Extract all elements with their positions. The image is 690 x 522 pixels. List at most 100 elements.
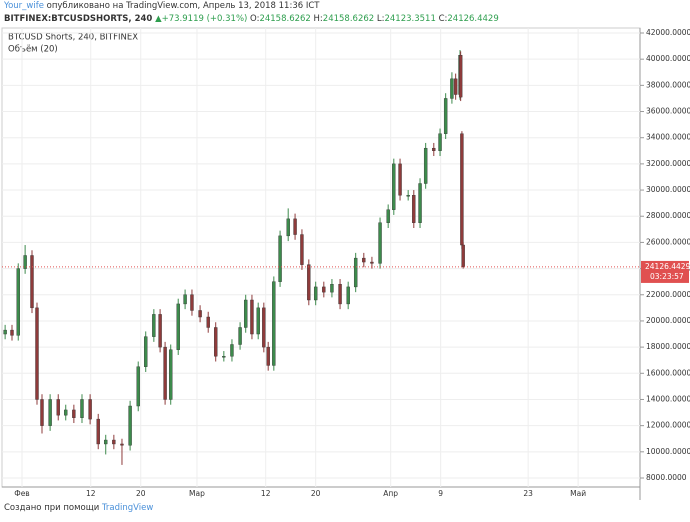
candle-body: [23, 255, 27, 269]
y-tick-label: 34000.0000: [646, 133, 690, 142]
y-tick-label: 16000.0000: [646, 368, 690, 377]
footer-text: Создано при помощи: [4, 503, 100, 513]
x-tick-label: 20: [311, 489, 321, 498]
x-tick-label: 12: [261, 489, 271, 498]
y-tick-label: 38000.0000: [646, 80, 690, 89]
candle-body: [158, 314, 162, 348]
chart-title: BTCUSD Shorts, 240, BITFINEX: [8, 33, 138, 43]
change: +73.9119 (+0.31%): [161, 14, 248, 24]
arrow: ▲: [155, 14, 162, 24]
y-tick-label: 10000.0000: [646, 447, 690, 456]
candle-body: [206, 316, 210, 328]
candle-body: [80, 399, 84, 418]
candle-body: [453, 78, 458, 95]
candle-body: [112, 439, 116, 445]
c-label: C:: [438, 14, 448, 24]
candle-body: [128, 405, 132, 446]
symbol: BITFINEX:BTCUSDSHORTS, 240: [4, 14, 153, 24]
candle-body: [3, 329, 7, 335]
y-tick-label: 14000.0000: [646, 394, 690, 403]
candle-body: [262, 307, 266, 348]
y-tick-label: 40000.0000: [646, 54, 690, 63]
candle-body: [423, 147, 428, 184]
y-tick-label: 30000.0000: [646, 185, 690, 194]
y-tick-label: 36000.0000: [646, 107, 690, 116]
candle-body: [278, 235, 282, 282]
o-value: 24158.6262: [259, 14, 311, 24]
candle-body: [222, 356, 226, 358]
x-tick-label: Фев: [14, 489, 30, 498]
y-tick-label: 12000.0000: [646, 421, 690, 430]
candle-body: [266, 346, 270, 366]
candle-body: [190, 294, 194, 311]
candle-body: [244, 299, 248, 328]
candle-body: [176, 303, 180, 350]
chart: BTCUSD Shorts, 240, BITFINEX Объём (20) …: [1, 27, 690, 500]
candle-body: [386, 209, 390, 223]
candle-body: [338, 284, 342, 305]
h-value: 24158.6262: [322, 14, 375, 24]
x-tick-label: Мар: [189, 489, 205, 498]
last-price-tag: [641, 260, 689, 283]
candle-body: [256, 307, 260, 335]
y-tick-label: 22000.0000: [646, 290, 690, 299]
candle-body: [370, 261, 374, 264]
candle-body: [438, 133, 442, 151]
candle-body: [35, 307, 39, 400]
candle-body: [272, 281, 276, 366]
y-tick-label: 20000.0000: [646, 316, 690, 325]
candle-body: [96, 418, 100, 445]
candle-body: [72, 409, 76, 418]
candle-body: [458, 55, 463, 98]
y-tick-label: 28000.0000: [646, 211, 690, 220]
candle-body: [346, 286, 350, 305]
candle-body: [418, 183, 422, 223]
candle-body: [230, 344, 234, 357]
candle-body: [136, 366, 140, 407]
candle-body: [163, 346, 167, 400]
candle-body: [198, 310, 202, 318]
candle-body: [461, 244, 465, 268]
h-label: H:: [313, 14, 323, 24]
candle-body: [412, 195, 416, 223]
candle-body: [443, 98, 448, 134]
published: опубликовано на TradingView.com, Апрель …: [46, 1, 320, 11]
l-label: L:: [376, 14, 385, 24]
brand-link[interactable]: TradingView: [101, 503, 154, 513]
candle-body: [120, 443, 124, 446]
candle-body: [48, 399, 52, 426]
candle-body: [300, 234, 304, 265]
c-value: 24126.4429: [447, 14, 499, 24]
l-value: 24123.3511: [384, 14, 436, 24]
candle-body: [293, 218, 297, 235]
candle-body: [330, 284, 334, 293]
y-tick-label: 26000.0000: [646, 237, 690, 246]
footer: Создано при помощи TradingView: [4, 503, 153, 513]
x-tick-label: Май: [570, 489, 586, 498]
candle-body: [353, 257, 358, 288]
candle-body: [10, 329, 14, 336]
candle-body: [307, 264, 311, 301]
last-price-label: 24126.4429: [645, 262, 690, 271]
x-tick-label: 9: [438, 489, 443, 498]
candle-body: [104, 439, 108, 445]
candle-body: [406, 195, 410, 197]
candle-body: [313, 286, 318, 301]
candle-body: [64, 409, 68, 416]
x-tick-label: 23: [523, 489, 533, 498]
header: Your_wife опубликовано на TradingView.co…: [4, 0, 690, 26]
candle-body: [432, 147, 436, 151]
o-label: O:: [250, 14, 260, 24]
candle-body: [362, 257, 366, 263]
countdown: 03:23:57: [650, 272, 684, 281]
candle-body: [16, 268, 20, 336]
candle-body: [460, 133, 464, 246]
candle-body: [88, 399, 92, 420]
candle-body: [250, 299, 254, 335]
candle-body: [56, 399, 60, 416]
y-tick-label: 18000.0000: [646, 342, 690, 351]
user-link[interactable]: Your_wife: [4, 1, 44, 11]
candle-body: [238, 327, 242, 345]
candle-body: [392, 163, 396, 210]
